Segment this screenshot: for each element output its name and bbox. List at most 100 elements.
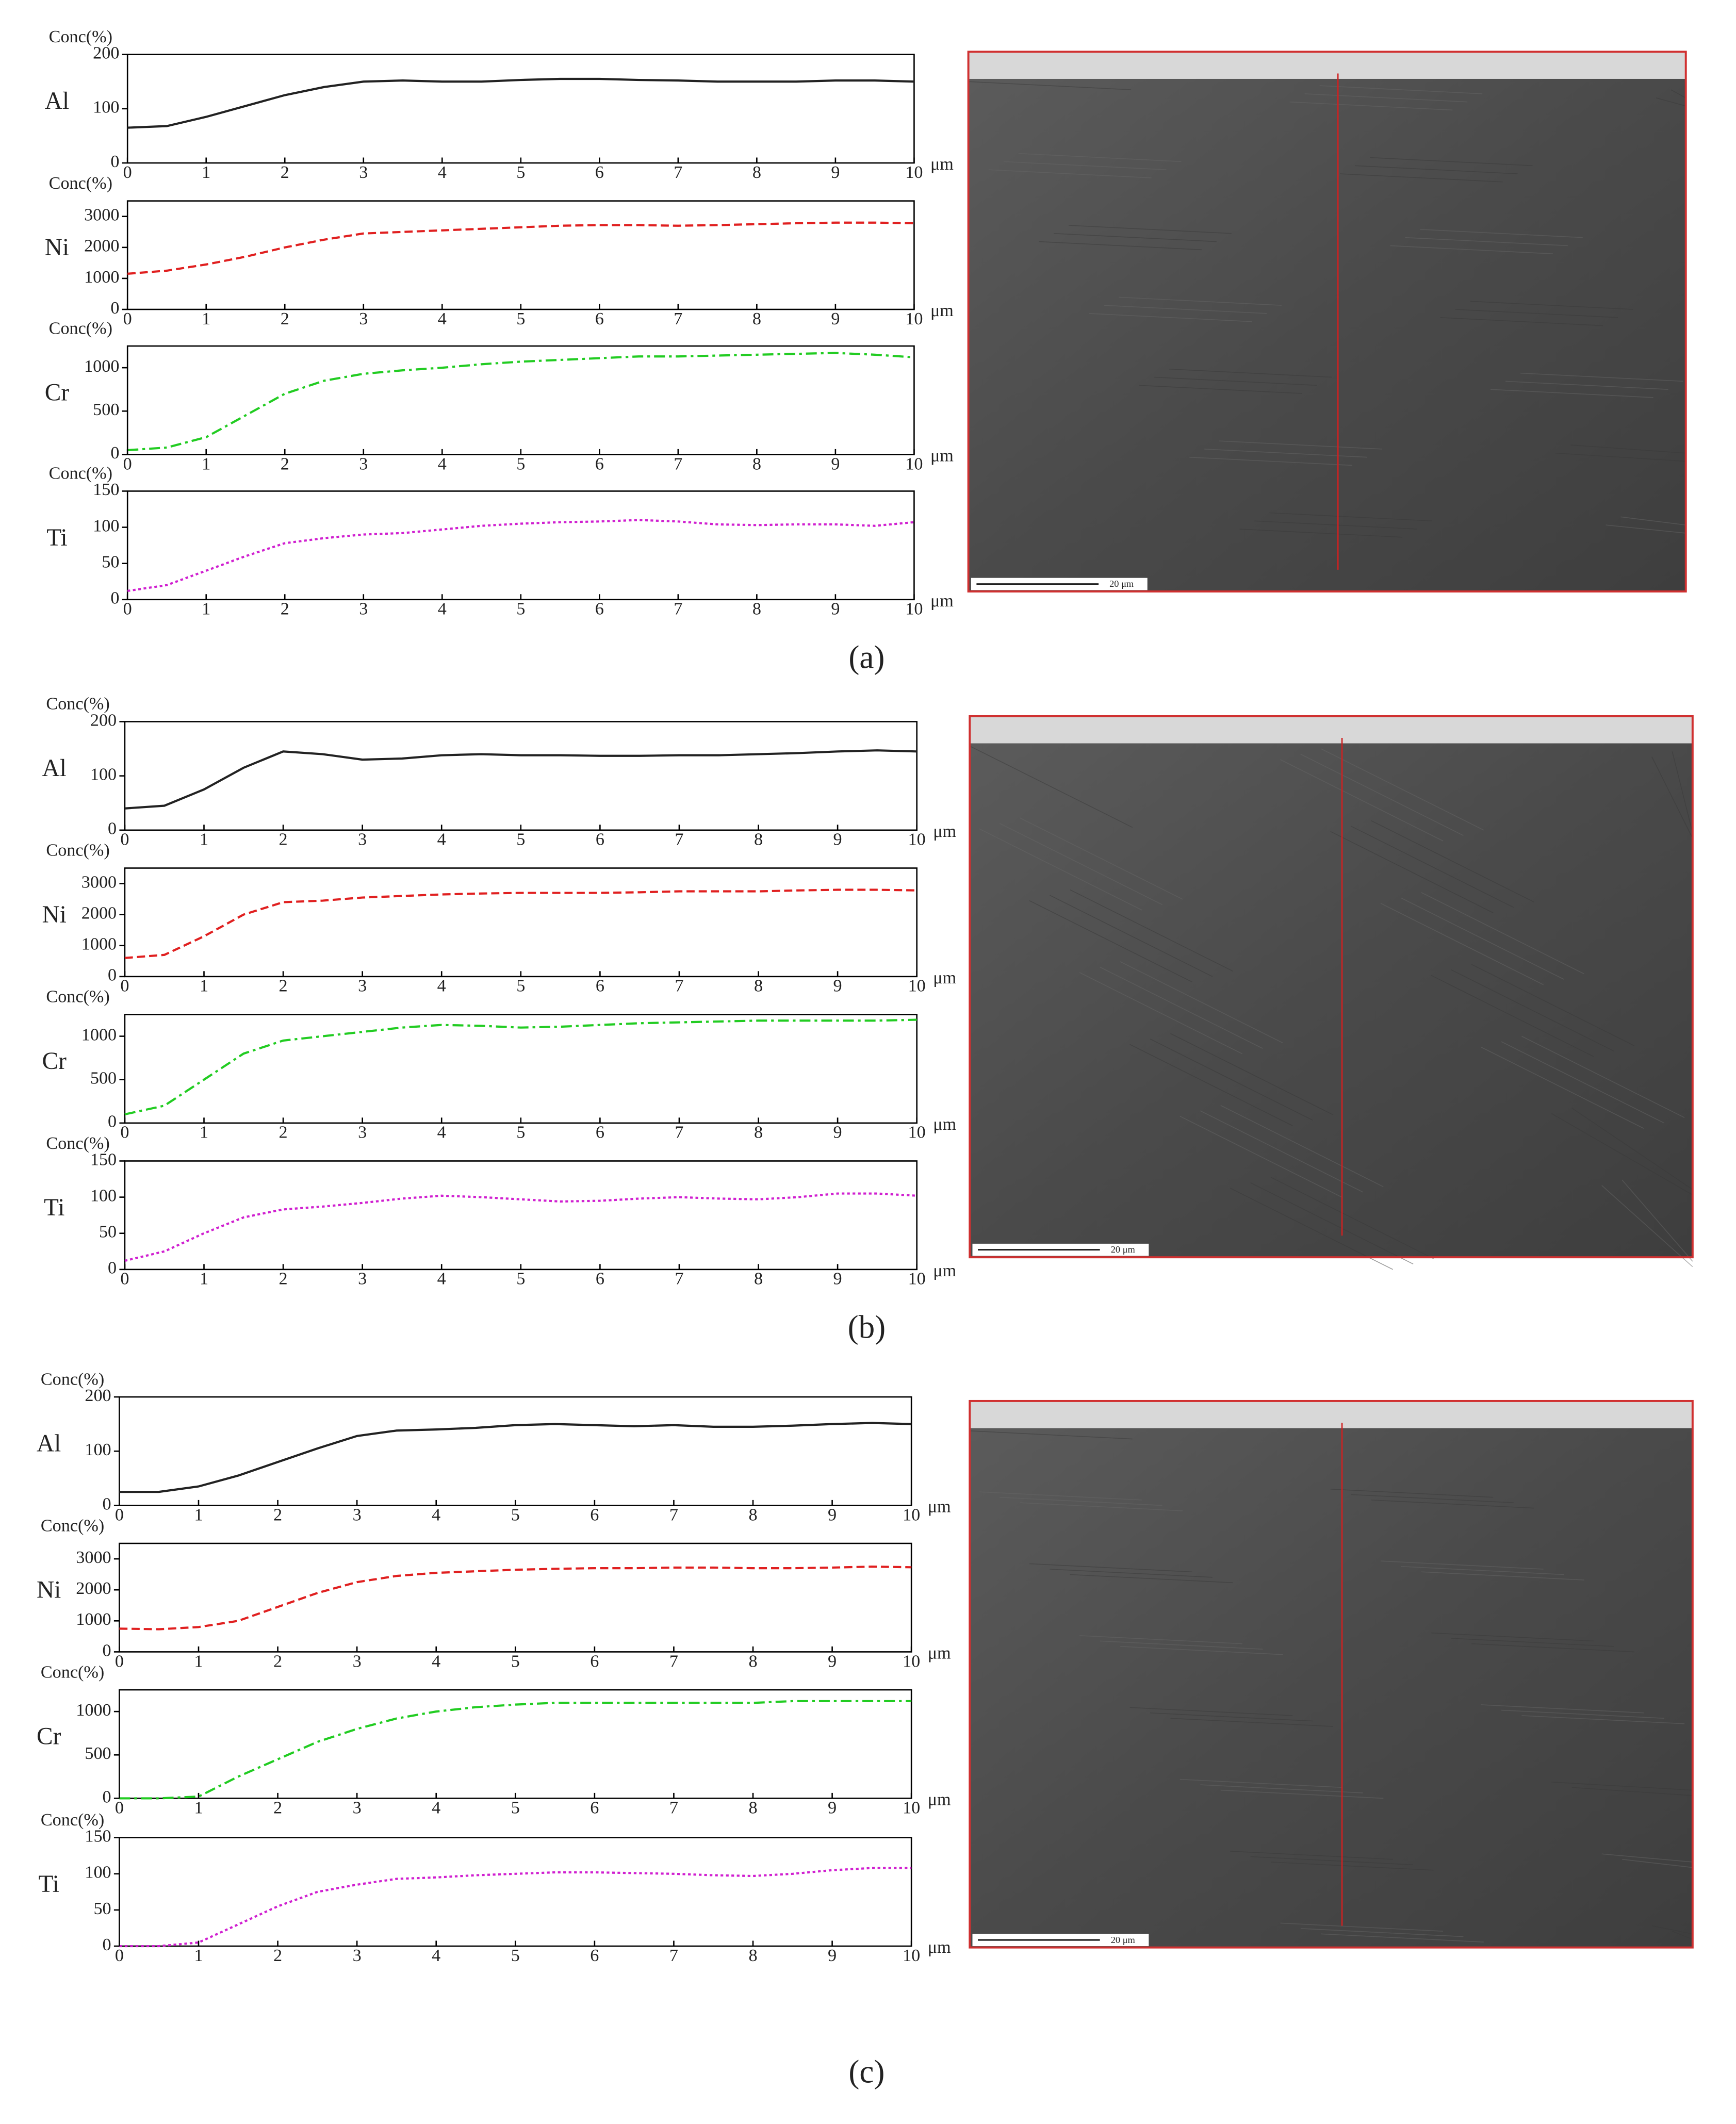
x-tick-label: 5 bbox=[516, 1270, 525, 1289]
x-tick-label: 7 bbox=[674, 600, 682, 619]
y-tick-label: 500 bbox=[85, 1744, 111, 1763]
sem-scratch bbox=[1672, 751, 1693, 833]
image-border bbox=[967, 51, 1687, 592]
x-tick-label: 3 bbox=[353, 1652, 362, 1671]
x-tick-label: 10 bbox=[903, 1652, 920, 1671]
sem-scratch bbox=[1551, 1113, 1693, 1195]
x-tick-label: 5 bbox=[516, 163, 525, 182]
sem-scratch bbox=[979, 828, 1142, 911]
x-tick-label: 6 bbox=[596, 1123, 604, 1142]
x-tick-label: 4 bbox=[437, 830, 446, 849]
x-tick-label: 6 bbox=[590, 1505, 599, 1524]
x-tick-label: 1 bbox=[202, 163, 210, 182]
sem-scratch bbox=[1154, 376, 1317, 386]
x-tick-label: 8 bbox=[754, 1123, 763, 1142]
sem-scratch bbox=[1100, 966, 1263, 1049]
sem-scratch bbox=[1039, 241, 1202, 251]
x-tick-label: 6 bbox=[595, 309, 604, 328]
y-tick-label: 0 bbox=[110, 589, 119, 608]
x-tick-label: 6 bbox=[590, 1798, 599, 1817]
sem-scratch bbox=[1656, 97, 1686, 107]
x-axis-label: μm bbox=[928, 1790, 951, 1809]
plot-frame bbox=[119, 1837, 912, 1947]
x-tick-label: 10 bbox=[903, 1946, 920, 1965]
x-tick-label: 2 bbox=[273, 1652, 282, 1671]
x-tick-label: 1 bbox=[202, 454, 210, 473]
data-line bbox=[127, 221, 914, 275]
x-tick-label: 9 bbox=[828, 1946, 837, 1965]
sem-scratch bbox=[1380, 1560, 1544, 1570]
x-tick-label: 10 bbox=[905, 309, 923, 328]
plot-frame bbox=[119, 1542, 912, 1653]
y-tick-label: 100 bbox=[90, 765, 117, 784]
y-tick-label: 150 bbox=[90, 1150, 117, 1169]
sem-scratch bbox=[1340, 173, 1503, 183]
x-tick-label: 7 bbox=[675, 830, 683, 849]
data-line bbox=[124, 1018, 917, 1116]
sem-scratch bbox=[1230, 1851, 1393, 1860]
x-tick-label: 10 bbox=[905, 454, 923, 473]
y-tick-label: 0 bbox=[108, 1259, 117, 1278]
x-tick-label: 2 bbox=[279, 830, 288, 849]
x-tick-label: 1 bbox=[200, 1270, 208, 1289]
x-tick-label: 8 bbox=[754, 1270, 763, 1289]
sem-image bbox=[968, 52, 1686, 591]
x-tick-label: 7 bbox=[669, 1505, 678, 1524]
sem-surface-edge bbox=[968, 52, 1686, 79]
x-tick-label: 10 bbox=[908, 1123, 926, 1142]
sem-scratch bbox=[1200, 1784, 1363, 1793]
y-tick-label: 2000 bbox=[84, 237, 119, 256]
x-tick-label: 8 bbox=[752, 454, 761, 473]
sem-scratch bbox=[1622, 1858, 1693, 1868]
sem-scratch bbox=[1000, 1496, 1162, 1506]
x-tick-label: 2 bbox=[273, 1505, 282, 1524]
sem-scratch bbox=[1520, 372, 1683, 382]
sem-scratch bbox=[1050, 895, 1213, 977]
x-tick-label: 5 bbox=[516, 600, 525, 619]
sem-scratch bbox=[1421, 1571, 1584, 1580]
x-tick-label: 9 bbox=[833, 1270, 842, 1289]
y-axis-label: Conc(%) bbox=[49, 27, 112, 46]
x-tick-label: 7 bbox=[669, 1652, 678, 1671]
x-tick-label: 5 bbox=[511, 1652, 520, 1671]
x-axis-label: μm bbox=[933, 822, 956, 841]
series-name: Ni bbox=[37, 1577, 61, 1604]
plot-frame bbox=[119, 1689, 912, 1799]
y-tick-label: 50 bbox=[93, 1899, 111, 1918]
y-axis-label: Conc(%) bbox=[46, 695, 109, 714]
x-tick-label: 6 bbox=[596, 977, 604, 996]
sem-scratch bbox=[1350, 826, 1514, 908]
sem-scratch bbox=[1070, 889, 1233, 972]
y-axis-label: Conc(%) bbox=[49, 319, 112, 338]
x-tick-label: 8 bbox=[748, 1946, 757, 1965]
x-tick-label: 10 bbox=[908, 977, 926, 996]
sem-scratch bbox=[1219, 440, 1382, 450]
x-tick-label: 9 bbox=[828, 1505, 837, 1524]
data-line bbox=[119, 1867, 912, 1948]
sem-scratch bbox=[1079, 972, 1243, 1055]
y-tick-label: 50 bbox=[102, 552, 119, 571]
plot-frame bbox=[124, 867, 918, 978]
x-tick-label: 8 bbox=[752, 309, 761, 328]
sem-scratch bbox=[1239, 529, 1403, 538]
sem-image bbox=[970, 1401, 1693, 1948]
x-tick-label: 3 bbox=[358, 1270, 367, 1289]
y-tick-label: 1000 bbox=[84, 268, 119, 287]
x-tick-label: 1 bbox=[194, 1652, 203, 1671]
x-tick-label: 9 bbox=[828, 1798, 837, 1817]
x-tick-label: 3 bbox=[353, 1946, 362, 1965]
sem-scratch bbox=[999, 822, 1162, 905]
x-tick-label: 3 bbox=[353, 1505, 362, 1524]
x-tick-label: 0 bbox=[115, 1505, 124, 1524]
x-tick-label: 3 bbox=[359, 163, 368, 182]
sem-scratch bbox=[1150, 1712, 1313, 1722]
data-line bbox=[119, 1700, 912, 1800]
sem-scratch bbox=[1330, 831, 1494, 913]
sem-scratch bbox=[1070, 1574, 1233, 1584]
x-tick-label: 2 bbox=[273, 1946, 282, 1965]
sem-scratch bbox=[1455, 309, 1618, 318]
x-tick-label: 9 bbox=[831, 309, 840, 328]
y-tick-label: 1000 bbox=[76, 1610, 111, 1629]
x-tick-label: 6 bbox=[590, 1946, 599, 1965]
